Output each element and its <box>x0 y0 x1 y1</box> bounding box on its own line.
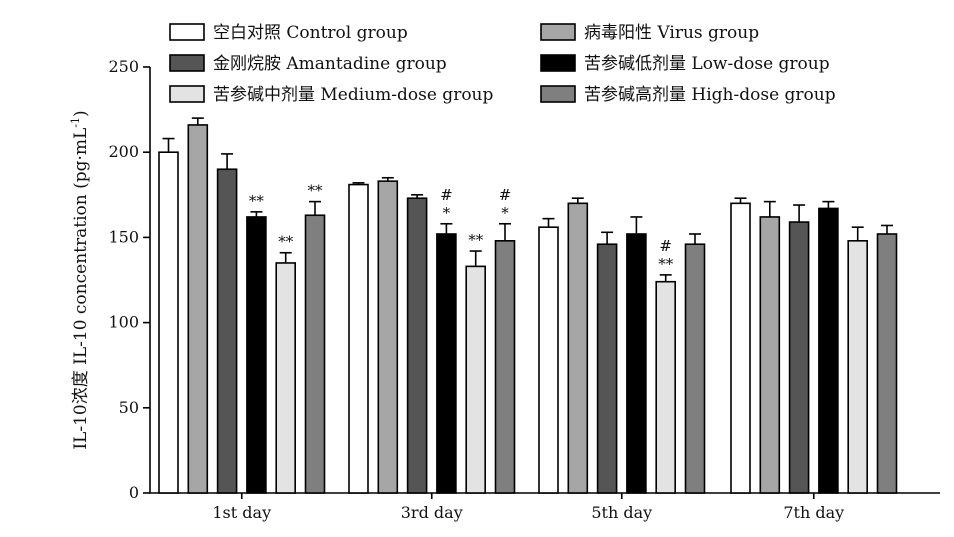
y-axis-label-superscript: -1 <box>69 117 82 128</box>
legend-swatch <box>169 54 205 72</box>
bar <box>304 214 326 494</box>
legend-swatch <box>540 54 576 72</box>
bar <box>730 202 751 494</box>
y-tick-label: 100 <box>108 313 139 332</box>
bar <box>567 202 589 494</box>
bar <box>187 124 209 494</box>
bar <box>216 168 238 494</box>
bar <box>684 243 706 494</box>
legend-label: 金刚烷胺 Amantadine group <box>213 54 447 74</box>
significance-label: ** <box>249 192 265 210</box>
legend-label: 病毒阳性 Virus group <box>584 23 759 43</box>
bar <box>626 233 647 494</box>
bar <box>655 280 677 494</box>
legend-label: 空白对照 Control group <box>213 23 408 43</box>
legend-label: 苦参碱中剂量 Medium-dose group <box>213 85 494 105</box>
bar <box>436 233 457 494</box>
y-tick-label: 50 <box>119 398 139 417</box>
legend-label: 苦参碱高剂量 High-dose group <box>584 85 836 105</box>
bar <box>818 207 839 494</box>
legend: 空白对照 Control group 病毒阳性 Virus group 金刚烷胺 A… <box>169 23 836 105</box>
bar <box>406 197 428 494</box>
bar <box>876 233 898 494</box>
bar <box>275 262 297 494</box>
x-tick-label: 1st day <box>212 503 271 522</box>
y-tick-label: 150 <box>108 227 139 246</box>
legend-swatch <box>169 85 205 103</box>
legend-swatch <box>169 23 205 41</box>
legend-swatch <box>540 85 576 103</box>
significance-label: # <box>440 186 453 204</box>
significance-label: # <box>499 186 512 204</box>
bar <box>847 240 869 494</box>
y-tick-label: 0 <box>129 483 139 502</box>
x-tick-labels: 1st day 3rd day 5th day 7th day <box>212 503 844 522</box>
x-tick-label: 5th day <box>591 503 652 522</box>
legend-swatch <box>540 23 576 41</box>
bar <box>377 180 399 494</box>
significance-label: * <box>443 204 451 222</box>
significance-label: # <box>659 237 672 255</box>
bars: ****** #***#*#** <box>158 117 898 494</box>
significance-label: ** <box>468 231 484 249</box>
bar <box>759 216 781 494</box>
bar <box>788 221 810 494</box>
bar <box>158 151 179 494</box>
significance-label: ** <box>278 233 294 251</box>
bar <box>465 265 487 494</box>
x-tick-label: 3rd day <box>401 503 463 522</box>
bar <box>246 216 267 494</box>
bar <box>494 240 516 494</box>
legend-label: 苦参碱低剂量 Low-dose group <box>584 54 830 74</box>
y-axis-label-suffix: ) <box>71 110 91 117</box>
x-tick-label: 7th day <box>783 503 844 522</box>
significance-label: ** <box>658 255 674 273</box>
significance-label: ** <box>308 182 324 200</box>
y-axis-label: IL-10浓度 IL-10 concentration (pg·mL-1) <box>69 110 91 449</box>
bar <box>538 226 559 494</box>
bar <box>596 243 618 494</box>
y-tick-label: 250 <box>108 57 139 76</box>
bar <box>348 183 369 494</box>
significance-label: * <box>501 204 509 222</box>
y-tick-label: 200 <box>108 142 139 161</box>
y-axis-label-main: IL-10浓度 IL-10 concentration (pg·mL <box>71 128 91 450</box>
